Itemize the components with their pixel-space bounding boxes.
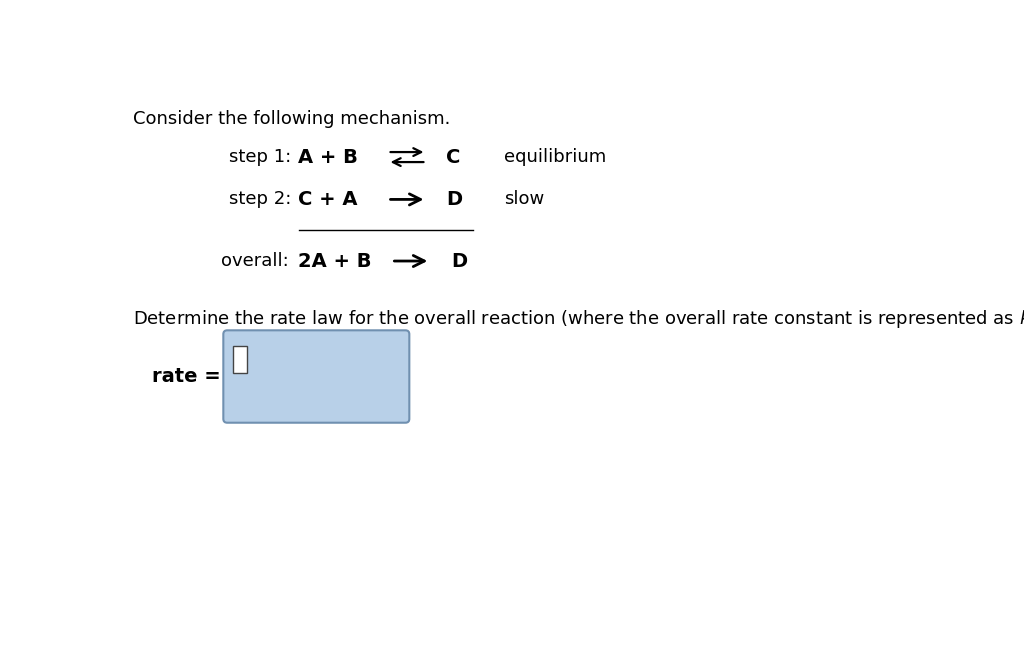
Text: Consider the following mechanism.: Consider the following mechanism. (133, 110, 451, 128)
Text: D: D (452, 251, 467, 270)
Text: Determine the rate law for the overall reaction (where the overall rate constant: Determine the rate law for the overall r… (133, 308, 1024, 330)
Bar (233, 346, 247, 373)
Text: 2A + B: 2A + B (299, 251, 372, 270)
Text: rate =: rate = (153, 367, 221, 386)
Text: step 1:: step 1: (228, 148, 291, 166)
Text: A + B: A + B (299, 148, 358, 167)
Text: D: D (445, 190, 462, 209)
Text: C: C (445, 148, 460, 167)
Text: C + A: C + A (299, 190, 358, 209)
FancyBboxPatch shape (223, 330, 410, 422)
Text: overall:: overall: (221, 252, 289, 270)
Text: equilibrium: equilibrium (504, 148, 606, 166)
Text: slow: slow (504, 191, 544, 209)
Text: step 2:: step 2: (228, 191, 291, 209)
